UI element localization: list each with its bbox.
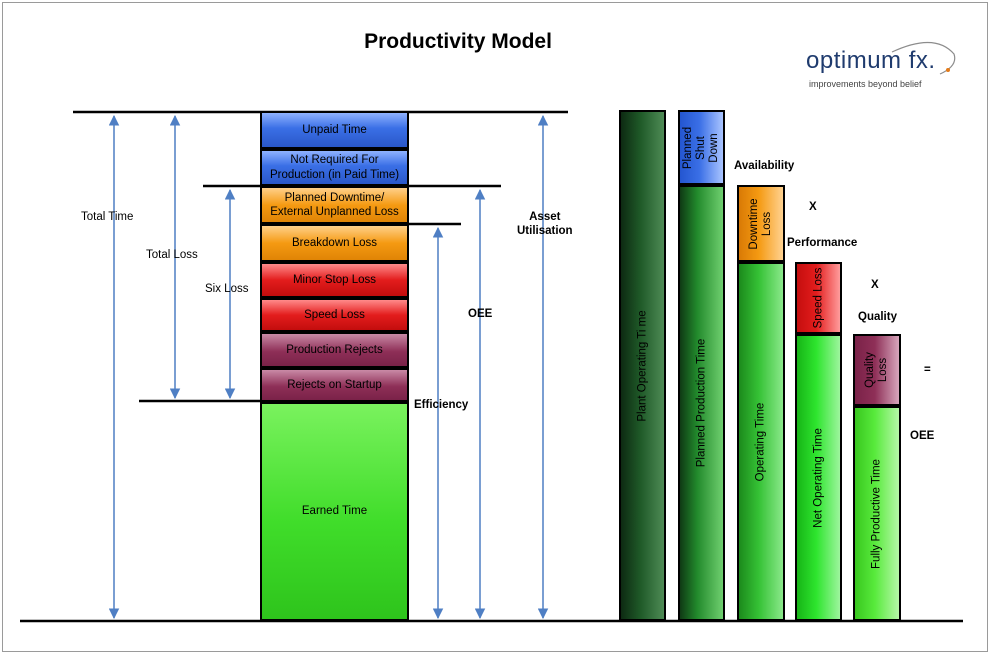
segment-production-rejects: Production Rejects <box>260 332 409 368</box>
label-asset-utilisation: Asset Utilisation <box>517 211 573 238</box>
segment-label: Breakdown Loss <box>291 236 378 249</box>
segment-not-required: Not Required For Production (in Paid Tim… <box>260 149 409 186</box>
column-net-operating-time: Net Operating Time <box>795 334 842 621</box>
label-performance: Performance <box>787 237 858 249</box>
column-label: Fully Productive Time <box>870 458 883 569</box>
column-label: Net Operating Time <box>811 427 824 528</box>
label-equals: = <box>924 364 931 376</box>
loss-downtime: Downtime Loss <box>737 185 785 262</box>
loss-label: Speed Loss <box>811 267 824 329</box>
label-multiply-1: X <box>809 201 817 213</box>
label-six-loss: Six Loss <box>205 283 249 295</box>
segment-label: Not Required For Production (in Paid Tim… <box>269 154 400 181</box>
segment-label: Minor Stop Loss <box>292 273 377 286</box>
loss-label: Downtime Loss <box>747 197 773 250</box>
column-label: Operating Time <box>754 402 767 481</box>
segment-label: Unpaid Time <box>302 123 367 136</box>
segment-rejects-on-startup: Rejects on Startup <box>260 368 409 402</box>
page-title: Productivity Model <box>364 30 552 53</box>
segment-label: Earned Time <box>301 505 368 518</box>
label-oee: OEE <box>468 308 493 320</box>
logo-tagline: improvements beyond belief <box>809 79 922 89</box>
label-total-time: Total Time <box>81 211 134 223</box>
label-efficiency: Efficiency <box>414 399 469 411</box>
column-label: Planned Production Time <box>694 338 707 468</box>
segment-speed-loss: Speed Loss <box>260 298 409 332</box>
segment-label: Rejects on Startup <box>287 378 382 391</box>
label-result-oee: OEE <box>910 430 935 442</box>
label-total-loss: Total Loss <box>146 249 198 261</box>
column-planned-production-time: Planned Production Time <box>678 185 725 621</box>
label-multiply-2: X <box>871 279 879 291</box>
loss-speed: Speed Loss <box>795 262 842 334</box>
segment-planned-downtime: Planned Downtime/ External Unplanned Los… <box>260 186 409 224</box>
logo-wordmark: optimum fx. <box>806 47 936 74</box>
segment-label: Speed Loss <box>304 308 365 321</box>
segment-minor-stop-loss: Minor Stop Loss <box>260 262 409 298</box>
segment-earned-time: Earned Time <box>260 402 409 621</box>
logo-swoosh-icon <box>891 41 956 75</box>
column-fully-productive-time: Fully Productive Time <box>853 406 901 621</box>
label-quality: Quality <box>858 311 897 323</box>
segment-label: Production Rejects <box>286 343 383 356</box>
segment-label: Planned Downtime/ External Unplanned Los… <box>270 191 399 218</box>
column-plant-operating-time: Plant Operating Ti me <box>619 110 666 621</box>
column-label: Plant Operating Ti me <box>635 309 648 422</box>
loss-label: Planned Shut Down <box>681 126 721 169</box>
loss-quality: Quality Loss <box>853 334 901 406</box>
loss-planned-shut-down: Planned Shut Down <box>678 110 725 185</box>
loss-label: Quality Loss <box>863 352 889 388</box>
column-operating-time: Operating Time <box>737 262 785 621</box>
segment-unpaid-time: Unpaid Time <box>260 111 409 149</box>
segment-breakdown-loss: Breakdown Loss <box>260 224 409 262</box>
label-availability: Availability <box>734 160 795 172</box>
